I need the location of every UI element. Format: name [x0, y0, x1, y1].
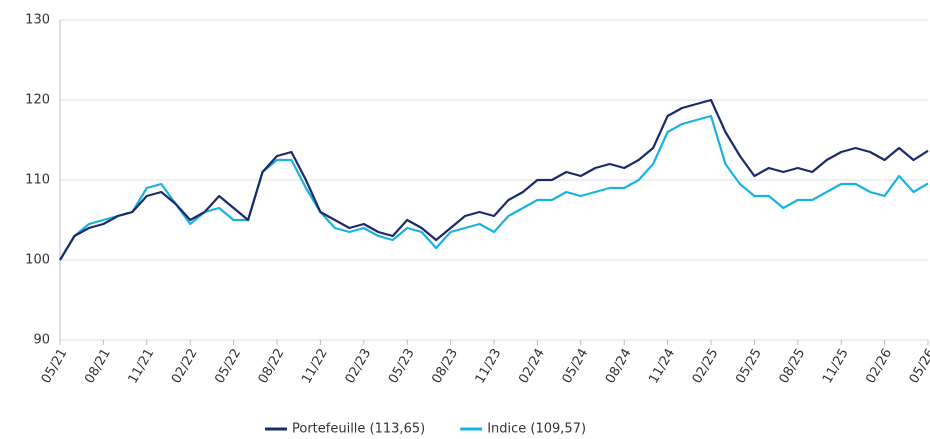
x-tick-label: 05/23 [386, 346, 418, 386]
x-tick-label: 11/23 [473, 346, 505, 386]
x-tick-label: 05/21 [39, 346, 71, 386]
x-tick-label: 05/22 [212, 346, 244, 386]
y-tick-label: 130 [25, 13, 50, 28]
y-tick-label: 120 [25, 93, 50, 108]
x-tick-label: 11/24 [646, 346, 678, 386]
x-tick-label: 05/26 [907, 346, 930, 386]
y-tick-label: 90 [33, 333, 50, 348]
x-tick-label: 02/25 [690, 346, 722, 386]
x-tick-label: 08/21 [82, 346, 114, 386]
x-tick-label: 08/24 [603, 346, 635, 386]
x-tick-label: 11/22 [299, 346, 331, 386]
series-line [59, 114, 929, 261]
x-tick-label: 02/24 [516, 346, 548, 386]
y-tick-label: 110 [25, 173, 50, 188]
x-tick-label: 11/25 [820, 346, 852, 386]
x-tick-label: 08/22 [256, 346, 288, 386]
legend-label: Portefeuille (113,65) [292, 422, 425, 437]
x-tick-label: 05/24 [560, 346, 592, 386]
series-line [59, 98, 929, 261]
x-tick-label: 02/26 [863, 346, 895, 386]
y-tick-label: 100 [25, 253, 50, 268]
x-tick-label: 05/25 [733, 346, 765, 386]
x-tick-label: 08/25 [777, 346, 809, 386]
x-tick-label: 08/23 [429, 346, 461, 386]
legend-label: Indice (109,57) [487, 422, 586, 437]
x-tick-label: 02/23 [343, 346, 375, 386]
x-tick-label: 11/21 [126, 346, 158, 386]
x-tick-label: 02/22 [169, 346, 201, 386]
